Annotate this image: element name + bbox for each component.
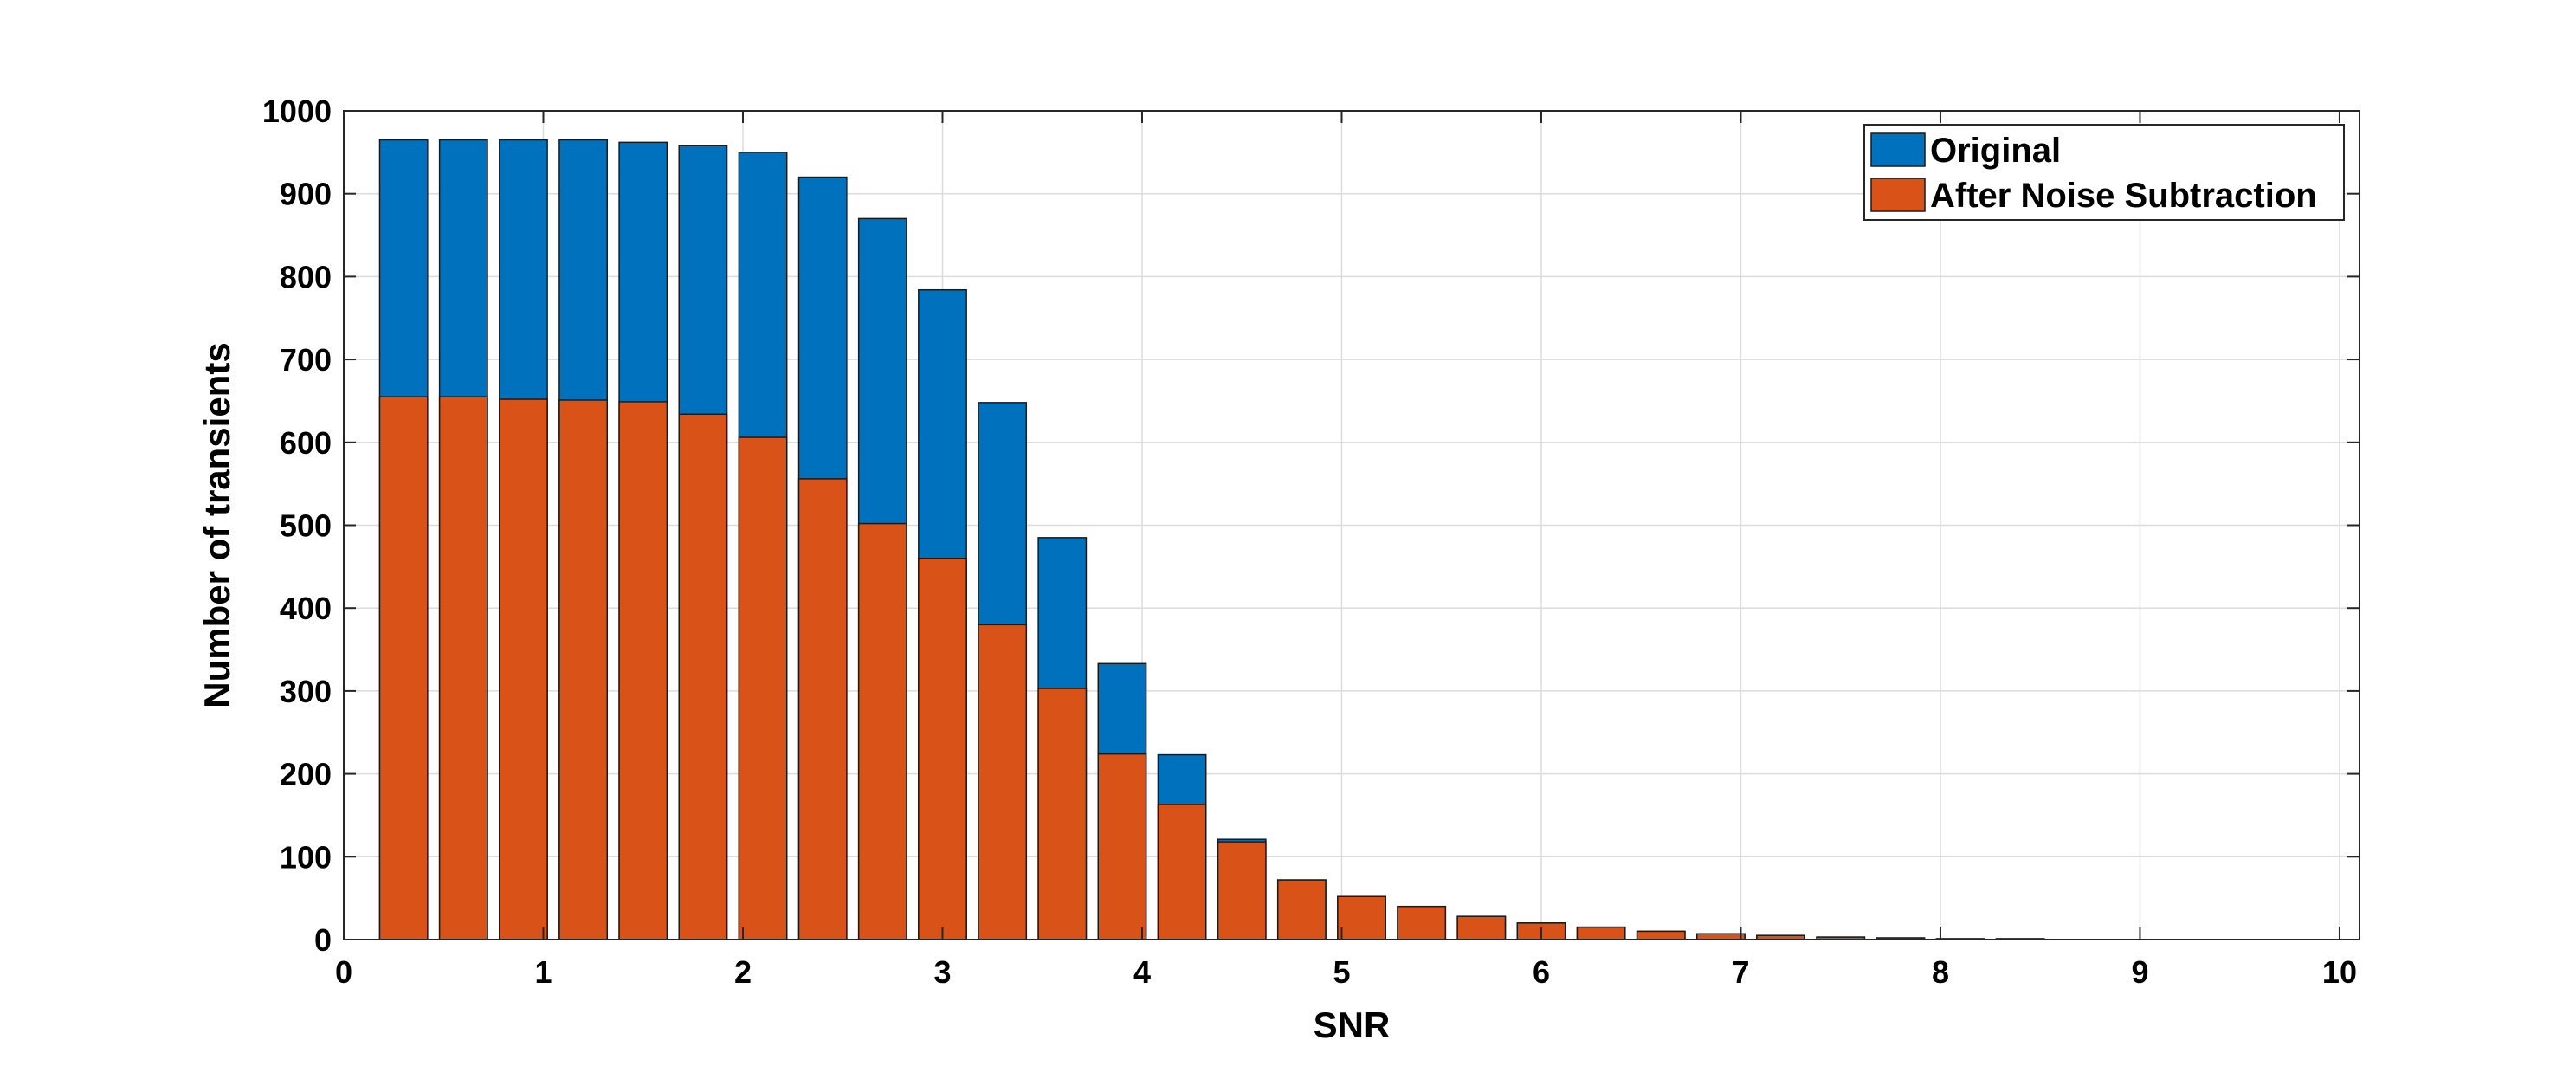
bar-after-noise-subtraction bbox=[918, 558, 967, 940]
legend-label: Original bbox=[1930, 132, 2061, 170]
y-tick-label: 900 bbox=[280, 177, 332, 212]
y-tick-label: 100 bbox=[280, 839, 332, 875]
bars bbox=[378, 139, 2045, 940]
bar-after-noise-subtraction bbox=[738, 436, 788, 940]
y-tick-label: 0 bbox=[314, 922, 332, 958]
bar-after-noise-subtraction bbox=[438, 396, 488, 940]
bar-after-noise-subtraction bbox=[678, 413, 728, 940]
bar-after-noise-subtraction bbox=[978, 624, 1028, 940]
x-tick-label: 8 bbox=[1932, 954, 1949, 990]
y-tick-label: 1000 bbox=[262, 94, 332, 129]
x-tick-label: 10 bbox=[2322, 954, 2357, 990]
x-tick-label: 5 bbox=[1333, 954, 1350, 990]
legend-label: After Noise Subtraction bbox=[1930, 177, 2317, 215]
y-tick-label: 700 bbox=[280, 342, 332, 378]
x-tick-label: 4 bbox=[1133, 954, 1151, 990]
bar-after-noise-subtraction bbox=[797, 478, 848, 940]
x-tick-label: 1 bbox=[534, 954, 552, 990]
y-tick-label: 500 bbox=[280, 508, 332, 544]
y-tick-label: 800 bbox=[280, 259, 332, 294]
bar-after-noise-subtraction bbox=[857, 522, 907, 940]
bar-after-noise-subtraction bbox=[499, 398, 548, 940]
legend: Original After Noise Subtraction bbox=[1863, 124, 2345, 221]
bar-after-noise-subtraction bbox=[378, 396, 429, 940]
bar-after-noise-subtraction bbox=[1696, 933, 1746, 940]
y-tick-label: 200 bbox=[280, 757, 332, 792]
y-tick-label: 400 bbox=[280, 591, 332, 626]
x-axis-label: SNR bbox=[1314, 1005, 1391, 1045]
bar-after-noise-subtraction bbox=[1157, 804, 1207, 940]
x-tick-label: 3 bbox=[933, 954, 951, 990]
x-tick-label: 2 bbox=[734, 954, 752, 990]
bar-after-noise-subtraction bbox=[1576, 926, 1626, 940]
bar-after-noise-subtraction bbox=[618, 401, 668, 940]
legend-swatch bbox=[1870, 132, 1926, 167]
bar-after-noise-subtraction bbox=[1217, 841, 1267, 940]
y-tick-label: 300 bbox=[280, 674, 332, 709]
x-tick-label: 6 bbox=[1533, 954, 1550, 990]
bar-after-noise-subtraction bbox=[558, 399, 609, 940]
y-tick-label: 600 bbox=[280, 425, 332, 461]
bar-after-noise-subtraction bbox=[1037, 688, 1088, 940]
bar-after-noise-subtraction bbox=[1337, 895, 1386, 940]
bar-after-noise-subtraction bbox=[1456, 915, 1507, 940]
bar-after-noise-subtraction bbox=[1636, 930, 1686, 940]
x-tick-label: 7 bbox=[1732, 954, 1749, 990]
bar-after-noise-subtraction bbox=[1097, 753, 1147, 940]
axis-ticks: 0 1 2 3 4 5 6 7 8 9 100100200300400500600700800900… bbox=[262, 94, 2360, 990]
bar-after-noise-subtraction bbox=[1397, 905, 1447, 940]
y-axis-label: Number of transients bbox=[197, 342, 237, 708]
x-tick-label: 0 bbox=[335, 954, 352, 990]
legend-box bbox=[1863, 124, 2345, 221]
bar-after-noise-subtraction bbox=[1276, 879, 1327, 940]
x-tick-label: 9 bbox=[2131, 954, 2148, 990]
legend-swatch bbox=[1870, 178, 1926, 212]
